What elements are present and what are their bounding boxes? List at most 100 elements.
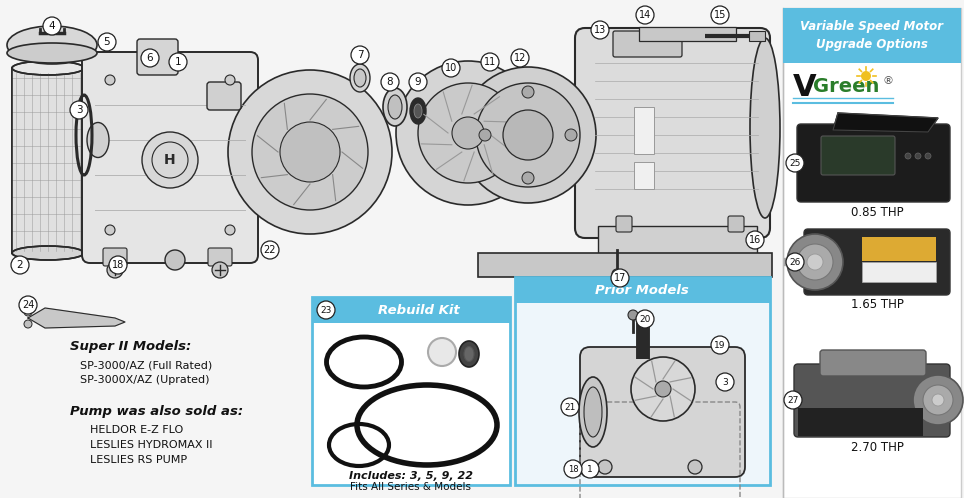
Circle shape (522, 86, 534, 98)
Circle shape (24, 320, 32, 328)
FancyBboxPatch shape (137, 39, 178, 75)
FancyBboxPatch shape (783, 8, 961, 63)
FancyBboxPatch shape (580, 347, 745, 477)
Text: 27: 27 (788, 395, 799, 404)
FancyBboxPatch shape (794, 364, 950, 437)
Circle shape (915, 153, 921, 159)
Text: 24: 24 (22, 300, 34, 310)
Ellipse shape (87, 123, 109, 157)
Circle shape (503, 110, 553, 160)
Text: 9: 9 (415, 77, 421, 87)
FancyBboxPatch shape (103, 248, 127, 266)
FancyBboxPatch shape (82, 52, 258, 263)
Polygon shape (28, 308, 125, 328)
Circle shape (225, 75, 235, 85)
Text: 17: 17 (614, 273, 627, 283)
Circle shape (317, 301, 335, 319)
Text: 23: 23 (320, 305, 332, 315)
FancyBboxPatch shape (639, 27, 736, 41)
Ellipse shape (7, 26, 97, 64)
Ellipse shape (459, 341, 479, 367)
FancyBboxPatch shape (515, 277, 770, 303)
Text: 1.65 THP: 1.65 THP (850, 298, 903, 311)
Ellipse shape (635, 312, 651, 322)
Text: 0.85 THP: 0.85 THP (850, 206, 903, 219)
FancyBboxPatch shape (821, 136, 895, 175)
Text: 20: 20 (639, 315, 651, 324)
Circle shape (460, 67, 596, 203)
Ellipse shape (350, 64, 370, 92)
Circle shape (481, 53, 499, 71)
Circle shape (581, 460, 599, 478)
FancyBboxPatch shape (798, 408, 923, 436)
Circle shape (381, 73, 399, 91)
Text: 5: 5 (104, 37, 110, 47)
Text: 19: 19 (714, 341, 726, 350)
FancyBboxPatch shape (634, 162, 654, 189)
Text: LESLIES HYDROMAX II: LESLIES HYDROMAX II (90, 440, 212, 450)
Text: 18: 18 (112, 260, 124, 270)
Circle shape (655, 381, 671, 397)
Text: Green: Green (813, 77, 879, 96)
Circle shape (786, 154, 804, 172)
Circle shape (169, 53, 187, 71)
Circle shape (11, 256, 29, 274)
Circle shape (611, 269, 629, 287)
FancyBboxPatch shape (804, 229, 950, 295)
Circle shape (784, 391, 802, 409)
FancyBboxPatch shape (797, 124, 950, 202)
Circle shape (797, 244, 833, 280)
Circle shape (511, 49, 529, 67)
FancyBboxPatch shape (862, 237, 936, 261)
Circle shape (923, 385, 953, 415)
Text: Rebuild Kit: Rebuild Kit (378, 303, 460, 317)
Text: HELDOR E-Z FLO: HELDOR E-Z FLO (90, 425, 183, 435)
Circle shape (711, 6, 729, 24)
Circle shape (612, 269, 622, 279)
FancyBboxPatch shape (862, 262, 936, 282)
Text: Super II Models:: Super II Models: (70, 340, 191, 353)
Circle shape (631, 357, 695, 421)
Text: Variable Speed Motor
Upgrade Options: Variable Speed Motor Upgrade Options (800, 19, 944, 50)
Text: 3: 3 (76, 105, 82, 115)
Text: 16: 16 (749, 235, 762, 245)
Ellipse shape (12, 61, 84, 75)
Text: 15: 15 (713, 10, 726, 20)
Text: 11: 11 (484, 57, 496, 67)
Ellipse shape (750, 38, 780, 218)
Text: LESLIES RS PUMP: LESLIES RS PUMP (90, 455, 187, 465)
Circle shape (598, 460, 612, 474)
Circle shape (636, 310, 654, 328)
FancyBboxPatch shape (12, 68, 84, 253)
Circle shape (786, 253, 804, 271)
Circle shape (409, 73, 427, 91)
FancyBboxPatch shape (312, 297, 510, 485)
Circle shape (428, 338, 456, 366)
Circle shape (351, 46, 369, 64)
Circle shape (861, 71, 871, 81)
FancyBboxPatch shape (515, 277, 770, 485)
FancyBboxPatch shape (783, 8, 961, 498)
Text: 2.70 THP: 2.70 THP (850, 441, 903, 454)
Circle shape (141, 49, 159, 67)
Text: Fits All Series & Models: Fits All Series & Models (351, 482, 471, 492)
Circle shape (591, 21, 609, 39)
Circle shape (905, 153, 911, 159)
Circle shape (142, 132, 198, 188)
Text: 25: 25 (790, 158, 801, 167)
Ellipse shape (354, 69, 366, 87)
Circle shape (19, 296, 37, 314)
Ellipse shape (7, 43, 97, 63)
FancyBboxPatch shape (613, 31, 682, 57)
Text: H: H (164, 153, 175, 167)
Circle shape (913, 375, 963, 425)
Circle shape (105, 225, 115, 235)
Text: 26: 26 (790, 257, 801, 266)
Circle shape (280, 122, 340, 182)
Circle shape (561, 398, 579, 416)
Circle shape (105, 75, 115, 85)
Circle shape (252, 94, 368, 210)
Circle shape (261, 241, 279, 259)
Text: 12: 12 (514, 53, 526, 63)
Circle shape (932, 394, 944, 406)
